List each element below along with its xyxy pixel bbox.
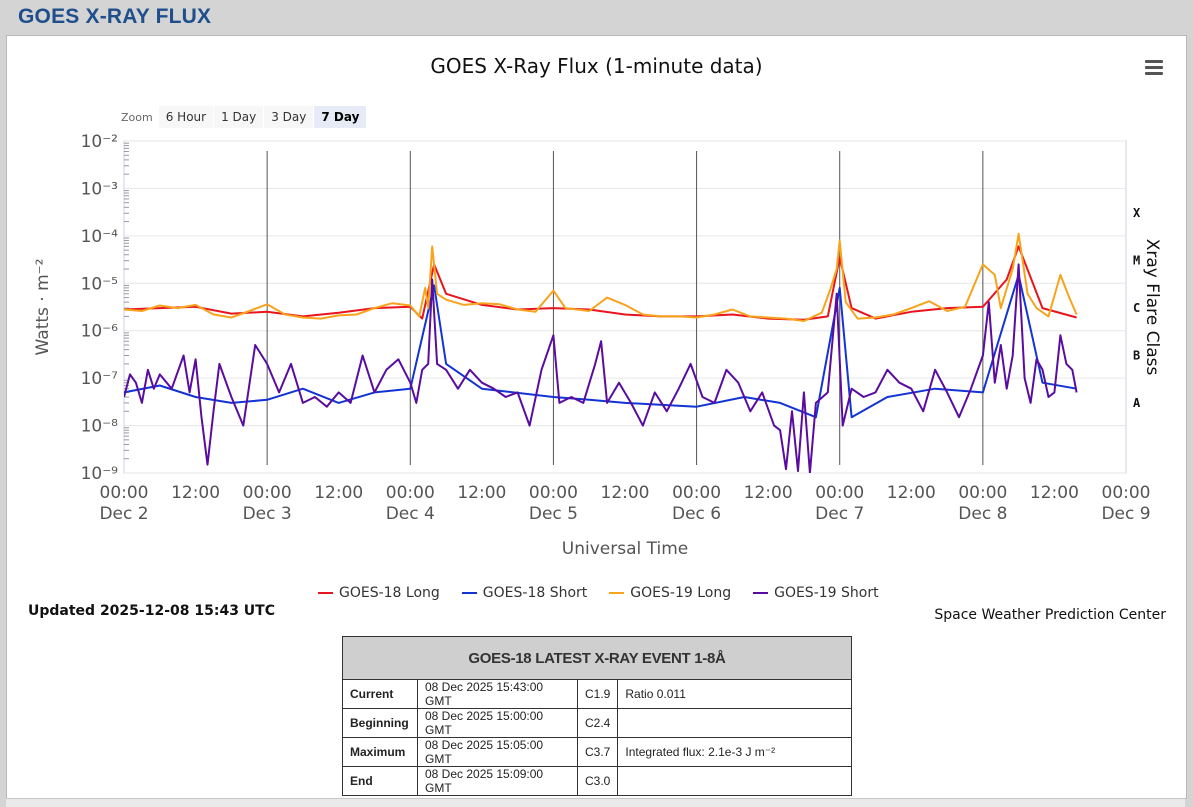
y-tick-label: 10⁻⁵ <box>81 274 118 294</box>
legend-swatch <box>753 592 769 594</box>
legend-swatch <box>609 592 625 594</box>
table-row: End 08 Dec 2025 15:09:00 GMT C3.0 <box>342 766 852 796</box>
x-tick-date: Dec 6 <box>672 504 721 524</box>
series-line-goes-18-short <box>124 273 1077 419</box>
x-tick-label: 12:00 <box>601 483 650 503</box>
x-tick-label: 00:00 <box>529 483 578 503</box>
table-row: Maximum 08 Dec 2025 15:05:00 GMT C3.7 In… <box>342 737 852 767</box>
row-label: Current <box>342 679 418 709</box>
hamburger-icon <box>1145 60 1163 63</box>
x-tick-date: Dec 5 <box>529 504 578 524</box>
event-extra <box>617 708 852 738</box>
x-tick-date: Dec 7 <box>815 504 864 524</box>
zoom-label: Zoom <box>121 110 153 124</box>
legend-item-goes19-long[interactable]: GOES-19 Long <box>609 585 731 601</box>
chart-menu-button[interactable] <box>1145 60 1163 76</box>
event-extra: Ratio 0.011 <box>617 679 852 709</box>
chart-title: GOES X-Ray Flux (1-minute data) <box>430 54 763 78</box>
event-class: C3.7 <box>576 737 619 767</box>
x-tick-label: 00:00 <box>815 483 864 503</box>
legend-swatch <box>318 592 333 594</box>
x-tick-label: 12:00 <box>457 483 506 503</box>
flare-class-label: A <box>1133 396 1141 410</box>
x-tick-label: 00:00 <box>958 483 1007 503</box>
x-tick-date: Dec 3 <box>243 504 292 524</box>
x-tick-label: 12:00 <box>1030 483 1079 503</box>
zoom-6-hour-button[interactable]: 6 Hour <box>158 106 214 128</box>
xray-flux-chart[interactable]: 10⁻⁹10⁻⁸10⁻⁷10⁻⁶10⁻⁵10⁻⁴10⁻³10⁻²00:00Dec… <box>7 36 1186 581</box>
row-label: Maximum <box>342 737 418 767</box>
event-time: 08 Dec 2025 15:00:00 GMT <box>417 708 578 738</box>
page-header: GOES X-RAY FLUX <box>0 0 1193 34</box>
event-class: C2.4 <box>576 708 619 738</box>
legend-label: GOES-18 Long <box>339 585 440 601</box>
legend-item-goes18-short[interactable]: GOES-18 Short <box>461 585 588 601</box>
y-tick-label: 10⁻⁴ <box>81 227 119 247</box>
x-tick-label: 12:00 <box>744 483 793 503</box>
flare-class-label: C <box>1133 301 1140 315</box>
legend-label: GOES-19 Short <box>774 585 879 601</box>
table-row: Current 08 Dec 2025 15:43:00 GMT C1.9 Ra… <box>342 679 852 709</box>
right-axis-label: Xray Flare Class <box>1142 239 1162 376</box>
x-tick-date: Dec 9 <box>1101 504 1150 524</box>
row-label: Beginning <box>342 708 418 738</box>
x-tick-label: 12:00 <box>171 483 220 503</box>
zoom-selector: Zoom 6 Hour 1 Day 3 Day 7 Day <box>121 105 367 129</box>
x-tick-label: 12:00 <box>887 483 936 503</box>
y-tick-label: 10⁻⁷ <box>81 369 119 389</box>
legend-swatch <box>461 592 477 594</box>
zoom-1-day-button[interactable]: 1 Day <box>214 106 264 128</box>
y-tick-label: 10⁻⁸ <box>81 417 119 437</box>
zoom-7-day-button[interactable]: 7 Day <box>314 106 367 128</box>
row-label: End <box>342 766 418 796</box>
legend-item-goes18-long[interactable]: GOES-18 Long <box>318 585 440 601</box>
x-axis-label: Universal Time <box>562 539 688 559</box>
x-tick-label: 00:00 <box>100 483 149 503</box>
legend-item-goes19-short[interactable]: GOES-19 Short <box>753 585 879 601</box>
table-row: Beginning 08 Dec 2025 15:00:00 GMT C2.4 <box>342 708 852 738</box>
x-tick-label: 12:00 <box>314 483 363 503</box>
x-tick-label: 00:00 <box>243 483 292 503</box>
updated-timestamp: Updated 2025-12-08 15:43 UTC <box>28 603 275 619</box>
event-time: 08 Dec 2025 15:05:00 GMT <box>417 737 578 767</box>
x-tick-label: 00:00 <box>386 483 435 503</box>
zoom-3-day-button[interactable]: 3 Day <box>264 106 314 128</box>
page-title: GOES X-RAY FLUX <box>18 5 212 28</box>
x-tick-date: Dec 8 <box>958 504 1007 524</box>
y-axis-label: Watts · m⁻² <box>33 259 53 356</box>
event-class: C1.9 <box>576 679 619 709</box>
x-tick-date: Dec 2 <box>99 504 148 524</box>
flare-class-label: B <box>1133 348 1140 362</box>
x-tick-date: Dec 4 <box>386 504 435 524</box>
event-time: 08 Dec 2025 15:43:00 GMT <box>417 679 578 709</box>
event-extra <box>617 766 852 796</box>
event-time: 08 Dec 2025 15:09:00 GMT <box>417 766 578 796</box>
event-table-title: GOES-18 LATEST X-RAY EVENT 1-8Å <box>342 636 852 680</box>
chart-legend: GOES-18 Long GOES-18 Short GOES-19 Long … <box>318 585 901 601</box>
event-class: C3.0 <box>576 766 619 796</box>
y-tick-label: 10⁻⁹ <box>81 464 119 484</box>
y-tick-label: 10⁻⁶ <box>81 322 119 342</box>
x-tick-label: 00:00 <box>672 483 721 503</box>
legend-label: GOES-19 Long <box>630 585 732 601</box>
legend-label: GOES-18 Short <box>482 585 588 601</box>
chart-panel: GOES X-Ray Flux (1-minute data) Zoom 6 H… <box>6 35 1187 799</box>
credit-text: Space Weather Prediction Center <box>934 607 1166 623</box>
event-extra: Integrated flux: 2.1e-3 J m⁻² <box>617 737 852 767</box>
y-tick-label: 10⁻² <box>81 132 118 152</box>
xray-event-table: GOES-18 LATEST X-RAY EVENT 1-8Å Current … <box>342 636 852 796</box>
series-line-goes-18-long <box>124 245 1077 321</box>
flare-class-label: X <box>1133 206 1141 220</box>
x-tick-label: 00:00 <box>1102 483 1151 503</box>
bottom-strip <box>6 798 1185 807</box>
series-line-goes-19-long <box>124 232 1078 322</box>
series-line-goes-19-short <box>124 263 1078 473</box>
flare-class-label: M <box>1133 254 1140 268</box>
y-tick-label: 10⁻³ <box>81 179 118 199</box>
